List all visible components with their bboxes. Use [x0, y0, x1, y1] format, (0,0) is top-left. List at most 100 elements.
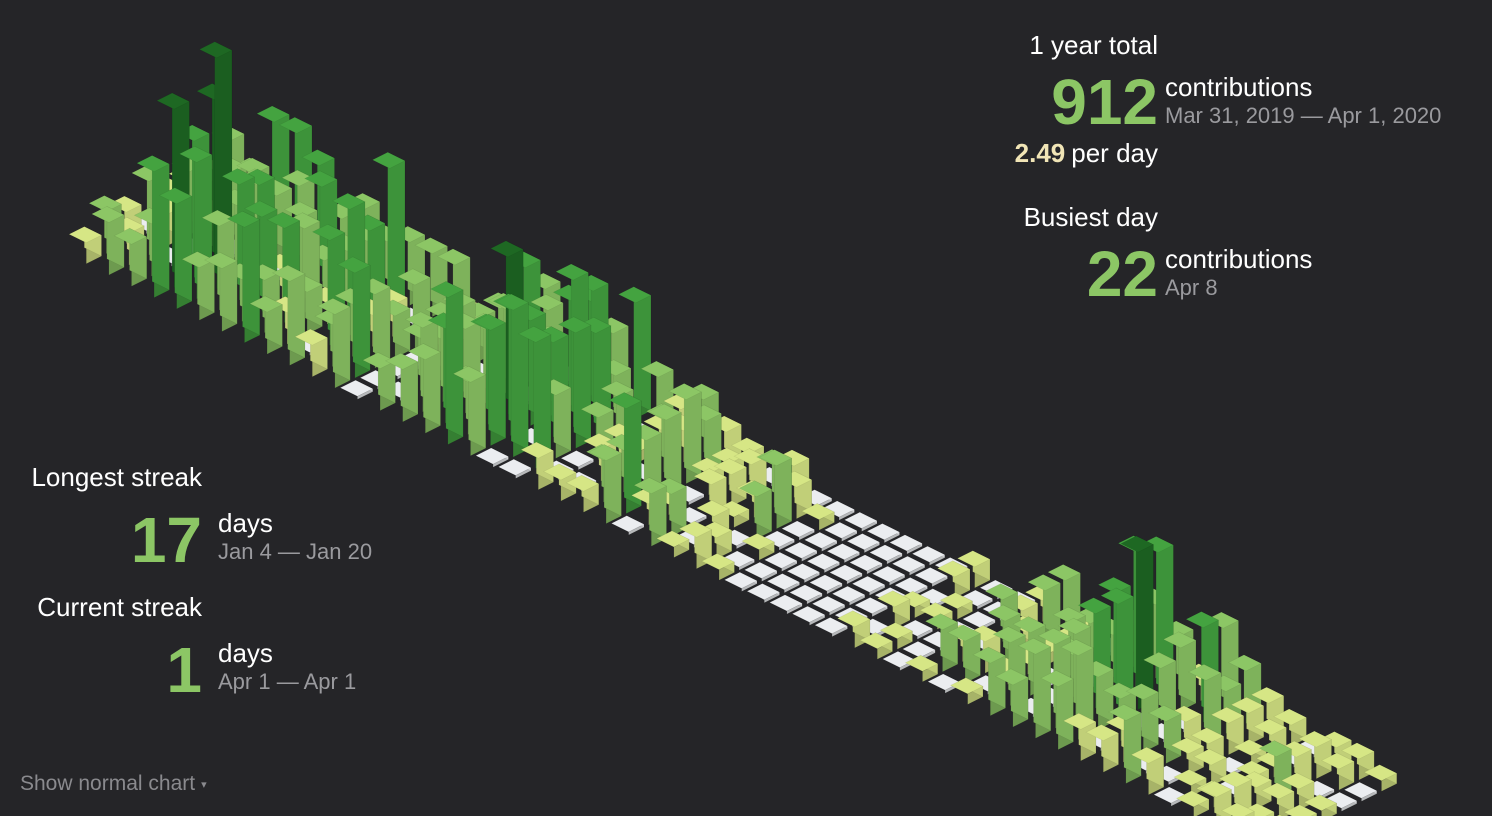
day-cell-top [617, 286, 652, 304]
day-cell-front [242, 210, 261, 336]
day-cell-top [1250, 686, 1285, 704]
day-cell-top [851, 575, 886, 593]
day-cell-top [1321, 752, 1355, 770]
day-cell-front [623, 392, 642, 507]
day-cell-top [490, 240, 524, 258]
day-cell-top [339, 379, 374, 397]
day-cell-top [846, 533, 881, 551]
day-cell-top [995, 668, 1029, 686]
busiest-day-stat: Busiest day 22 contributions Apr 8 [882, 202, 1482, 312]
day-cell-top [741, 533, 775, 550]
day-cell-top [836, 610, 871, 628]
day-cell-front [1135, 535, 1154, 703]
day-cell-top [1120, 535, 1154, 553]
day-cell-top [1017, 637, 1052, 655]
day-cell-top [517, 325, 552, 343]
day-cell-top [668, 383, 702, 400]
day-cell-top [1173, 769, 1207, 786]
day-cell-top [1012, 616, 1047, 634]
day-cell-top [1198, 780, 1233, 798]
day-cell-top [407, 343, 442, 361]
day-cell-top [1235, 760, 1270, 778]
day-cell-top [1188, 664, 1222, 681]
day-cell-top [1108, 704, 1142, 721]
day-cell-top [1062, 712, 1097, 730]
day-cell-top [1341, 742, 1375, 760]
day-cell-top [801, 503, 835, 520]
day-cell-top [902, 641, 936, 658]
day-cell-top [1283, 804, 1318, 816]
caret-down-icon: ▾ [201, 778, 207, 791]
day-cell-top [1175, 790, 1210, 808]
day-cell-top [894, 577, 928, 594]
day-cell-top [919, 602, 954, 620]
day-cell-top [1218, 770, 1253, 788]
year-total-count: 912 [1051, 66, 1158, 138]
day-cell-top [530, 294, 564, 311]
day-cell-top [1221, 802, 1255, 816]
day-cell-top [648, 403, 682, 421]
day-cell-top [371, 151, 406, 169]
day-cell-top [68, 226, 103, 244]
day-cell-top [1125, 683, 1160, 701]
year-total-unit: contributions [1165, 72, 1313, 102]
day-cell-top [696, 500, 730, 517]
day-cell-top [791, 605, 826, 623]
day-cell-top [1027, 574, 1061, 591]
day-cell-top [806, 553, 841, 571]
day-cell-top [331, 192, 366, 210]
day-cell-top [1253, 718, 1287, 736]
day-cell-top [317, 298, 351, 315]
show-normal-chart-toggle[interactable]: Show normal chart ▾ [20, 772, 207, 796]
day-cell-top [397, 268, 431, 286]
day-cell-top [198, 41, 233, 59]
day-cell-top [811, 595, 846, 613]
day-cell-top [924, 613, 959, 631]
day-cell-top [1047, 564, 1081, 581]
day-cell-top [1193, 748, 1227, 766]
day-cell-top [495, 293, 529, 311]
day-cell-top [610, 515, 645, 533]
current-streak-stat: Current streak 1 days Apr 1 — Apr 1 [0, 592, 520, 702]
day-cell-top [987, 604, 1021, 622]
day-cell-top [904, 654, 939, 672]
day-cell-top [608, 392, 642, 409]
day-cell-top [849, 554, 883, 572]
day-cell-top [656, 530, 690, 548]
day-cell-top [249, 295, 283, 313]
day-cell-top [640, 360, 675, 378]
day-cell-top [565, 474, 600, 492]
day-cell-top [1261, 782, 1295, 800]
day-cell-top [301, 149, 336, 167]
day-cell-top [588, 444, 622, 461]
day-cell-top [859, 632, 894, 650]
longest-streak-stat: Longest streak 17 days Jan 4 — Jan 20 [0, 462, 520, 572]
day-cell-top [178, 145, 213, 163]
day-cell-top [560, 450, 595, 468]
day-cell-top [693, 468, 728, 486]
day-cell-top [809, 574, 843, 592]
day-cell-top [678, 520, 713, 538]
per-day-rate: 2.49 per day [1015, 138, 1158, 169]
longest-streak-title: Longest streak [31, 462, 202, 492]
current-streak-range: Apr 1 — Apr 1 [218, 669, 357, 694]
day-cell-top [766, 573, 801, 591]
day-cell-top [891, 555, 926, 573]
day-cell-top [1273, 708, 1307, 726]
day-cell-front [510, 293, 529, 450]
day-cell-top [1052, 606, 1087, 624]
day-cell-top [783, 541, 818, 559]
current-streak-count: 1 [166, 634, 202, 706]
day-cell-top [1077, 597, 1112, 615]
day-cell-top [972, 646, 1007, 664]
day-cell-top [947, 624, 981, 642]
day-cell-top [1210, 706, 1245, 724]
day-cell-front [174, 187, 193, 302]
day-cell-top [701, 553, 735, 570]
year-total-range: Mar 31, 2019 — Apr 1, 2020 [1165, 103, 1442, 128]
day-cell-top [266, 211, 301, 229]
day-cell-top [746, 583, 781, 601]
busiest-day-date: Apr 8 [1165, 275, 1218, 300]
longest-streak-unit: days [218, 508, 273, 538]
day-cell-top [304, 170, 338, 188]
